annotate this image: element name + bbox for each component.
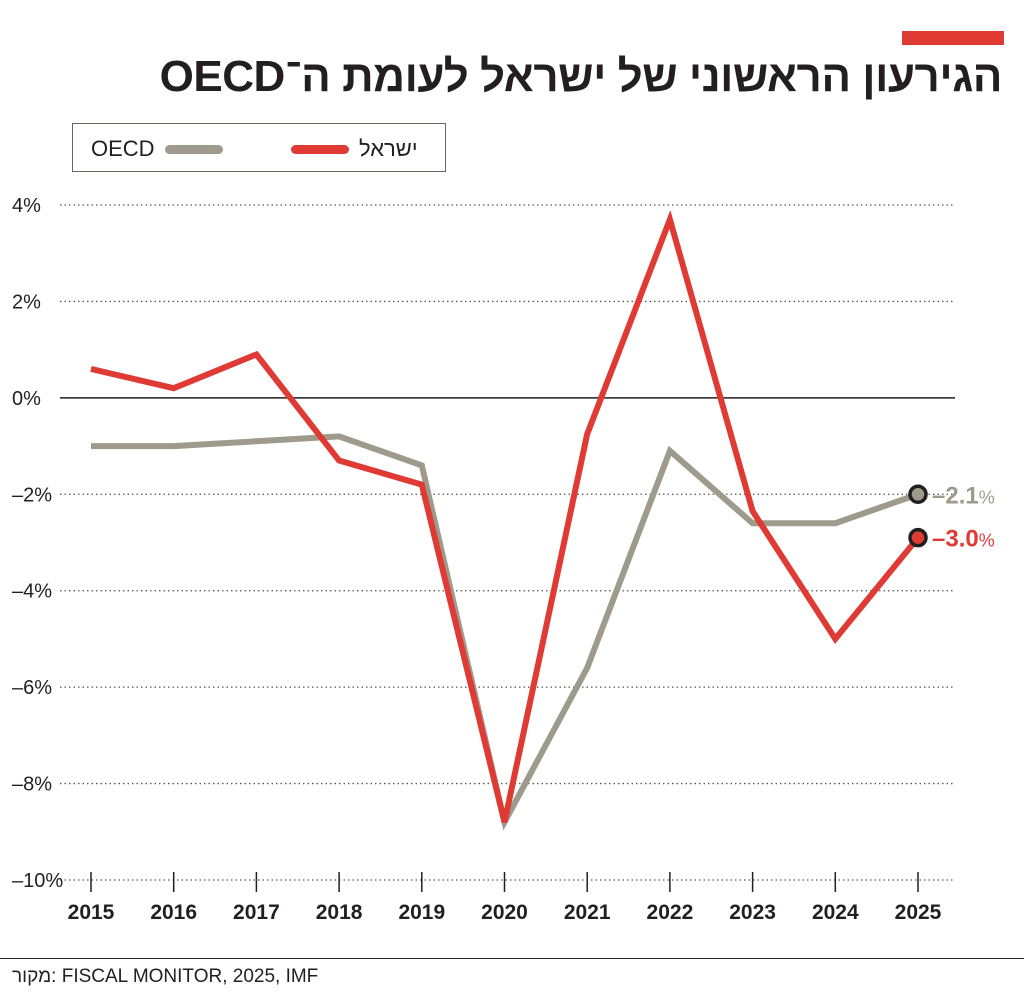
legend-label-oecd: OECD	[91, 136, 155, 161]
x-tick-label: 2021	[564, 901, 611, 924]
x-tick-label: 2015	[68, 901, 115, 924]
chart-title: הגירעון הראשוני של ישראל לעומת ה־OECD	[159, 52, 1003, 101]
accent-bar	[902, 31, 1004, 45]
source-divider	[0, 958, 1024, 959]
y-tick-label: –2%	[12, 484, 52, 506]
x-tick-label: 2019	[398, 901, 445, 924]
legend-item-oecd: OECD	[91, 136, 223, 162]
x-tick-label: 2016	[150, 901, 197, 924]
x-tick-label: 2024	[812, 901, 859, 924]
line-chart: 4% 2% 0% –2% –4% –6% –8% –10%2015 2016 2017 2018 20…	[12, 195, 995, 924]
source-note: מקור: FISCAL MONITOR, 2025, IMF	[12, 966, 319, 987]
y-tick-label: –10%	[12, 870, 63, 892]
legend-swatch-oecd	[164, 144, 223, 154]
x-tick-label: 2023	[729, 901, 776, 924]
legend-swatch-israel	[291, 144, 349, 154]
legend-label-israel: ישראל	[359, 136, 418, 161]
legend: OECD ישראל	[72, 123, 446, 172]
x-tick-label: 2018	[316, 901, 363, 924]
end-marker-oecd	[908, 484, 928, 505]
y-tick-label: 0%	[12, 388, 41, 410]
y-tick-label: 2%	[12, 291, 41, 313]
x-tick-label: 2017	[233, 901, 280, 924]
x-tick-label: 2020	[481, 901, 528, 924]
x-tick-label: 2025	[895, 901, 942, 924]
end-marker-israel	[908, 527, 928, 548]
y-tick-label: –6%	[12, 677, 52, 699]
legend-item-israel: ישראל	[291, 136, 418, 162]
x-tick-label: 2022	[647, 901, 694, 924]
y-tick-label: –4%	[12, 581, 52, 603]
y-tick-label: 4%	[12, 195, 41, 217]
end-label-israel: –3.0%	[932, 526, 995, 553]
end-label-oecd: –2.1%	[932, 482, 995, 509]
y-tick-label: –8%	[12, 774, 52, 796]
